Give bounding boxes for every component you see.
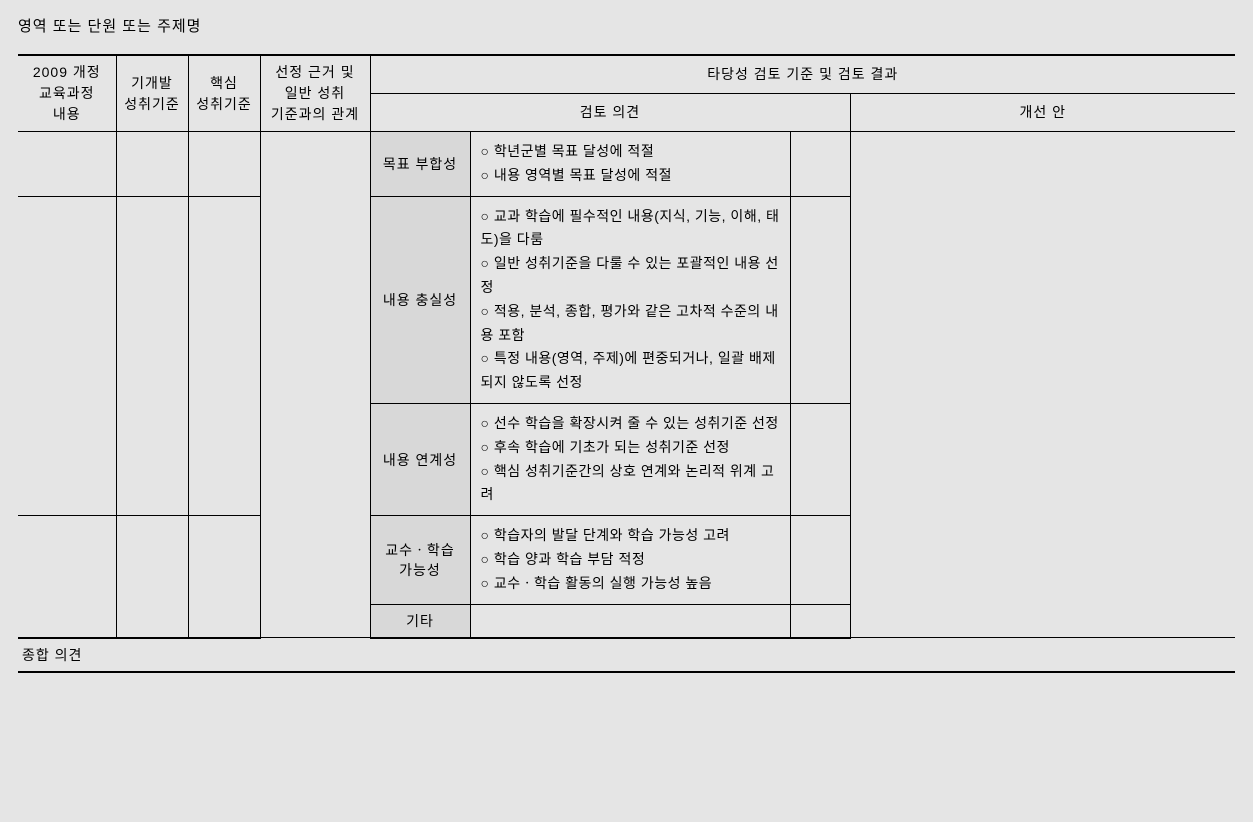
header-col2: 기개발 성취기준 bbox=[116, 55, 188, 132]
criteria-label-5: 기타 bbox=[370, 604, 470, 638]
criteria-content-2: ○ 교과 학습에 필수적인 내용(지식, 기능, 이해, 태도)을 다룸 ○ 일… bbox=[470, 196, 790, 403]
body-col3-r1 bbox=[188, 132, 260, 197]
body-col2-r2 bbox=[116, 196, 188, 403]
body-col3-r5 bbox=[188, 604, 260, 638]
criteria-label-3: 내용 연계성 bbox=[370, 403, 470, 515]
body-col1-r5 bbox=[18, 604, 116, 638]
blank-r5 bbox=[790, 604, 850, 638]
section-title: 영역 또는 단원 또는 주제명 bbox=[18, 15, 1235, 54]
body-col3-r2 bbox=[188, 196, 260, 403]
criteria-content-4: ○ 학습자의 발달 단계와 학습 가능성 고려 ○ 학습 양과 학습 부담 적정… bbox=[470, 516, 790, 604]
footer-summary: 종합 의견 bbox=[18, 638, 1235, 672]
criteria-label-1: 목표 부합성 bbox=[370, 132, 470, 197]
body-col1-r3 bbox=[18, 403, 116, 515]
body-col2-r3 bbox=[116, 403, 188, 515]
body-col2-r4 bbox=[116, 516, 188, 604]
header-col1: 2009 개정 교육과정 내용 bbox=[18, 55, 116, 132]
header-col4: 선정 근거 및 일반 성취 기준과의 관계 bbox=[260, 55, 370, 132]
blank-r2 bbox=[790, 196, 850, 403]
body-col1-r4 bbox=[18, 516, 116, 604]
body-col4-merged bbox=[260, 132, 370, 638]
body-col3-r3 bbox=[188, 403, 260, 515]
header-improvement: 개선 안 bbox=[850, 94, 1235, 132]
body-col1-r2 bbox=[18, 196, 116, 403]
blank-r1 bbox=[790, 132, 850, 197]
criteria-content-5 bbox=[470, 604, 790, 638]
criteria-label-2: 내용 충실성 bbox=[370, 196, 470, 403]
header-review-opinion: 검토 의견 bbox=[370, 94, 850, 132]
review-table: 2009 개정 교육과정 내용 기개발 성취기준 핵심 성취기준 선정 근거 및… bbox=[18, 54, 1235, 673]
body-col2-r5 bbox=[116, 604, 188, 638]
header-col3: 핵심 성취기준 bbox=[188, 55, 260, 132]
improvement-merged bbox=[850, 132, 1235, 638]
blank-r3 bbox=[790, 403, 850, 515]
criteria-content-1: ○ 학년군별 목표 달성에 적절 ○ 내용 영역별 목표 달성에 적절 bbox=[470, 132, 790, 197]
body-col2-r1 bbox=[116, 132, 188, 197]
criteria-label-4: 교수ㆍ학습 가능성 bbox=[370, 516, 470, 604]
body-col3-r4 bbox=[188, 516, 260, 604]
header-validity: 타당성 검토 기준 및 검토 결과 bbox=[370, 55, 1235, 94]
blank-r4 bbox=[790, 516, 850, 604]
criteria-content-3: ○ 선수 학습을 확장시켜 줄 수 있는 성취기준 선정 ○ 후속 학습에 기초… bbox=[470, 403, 790, 515]
body-col1-r1 bbox=[18, 132, 116, 197]
